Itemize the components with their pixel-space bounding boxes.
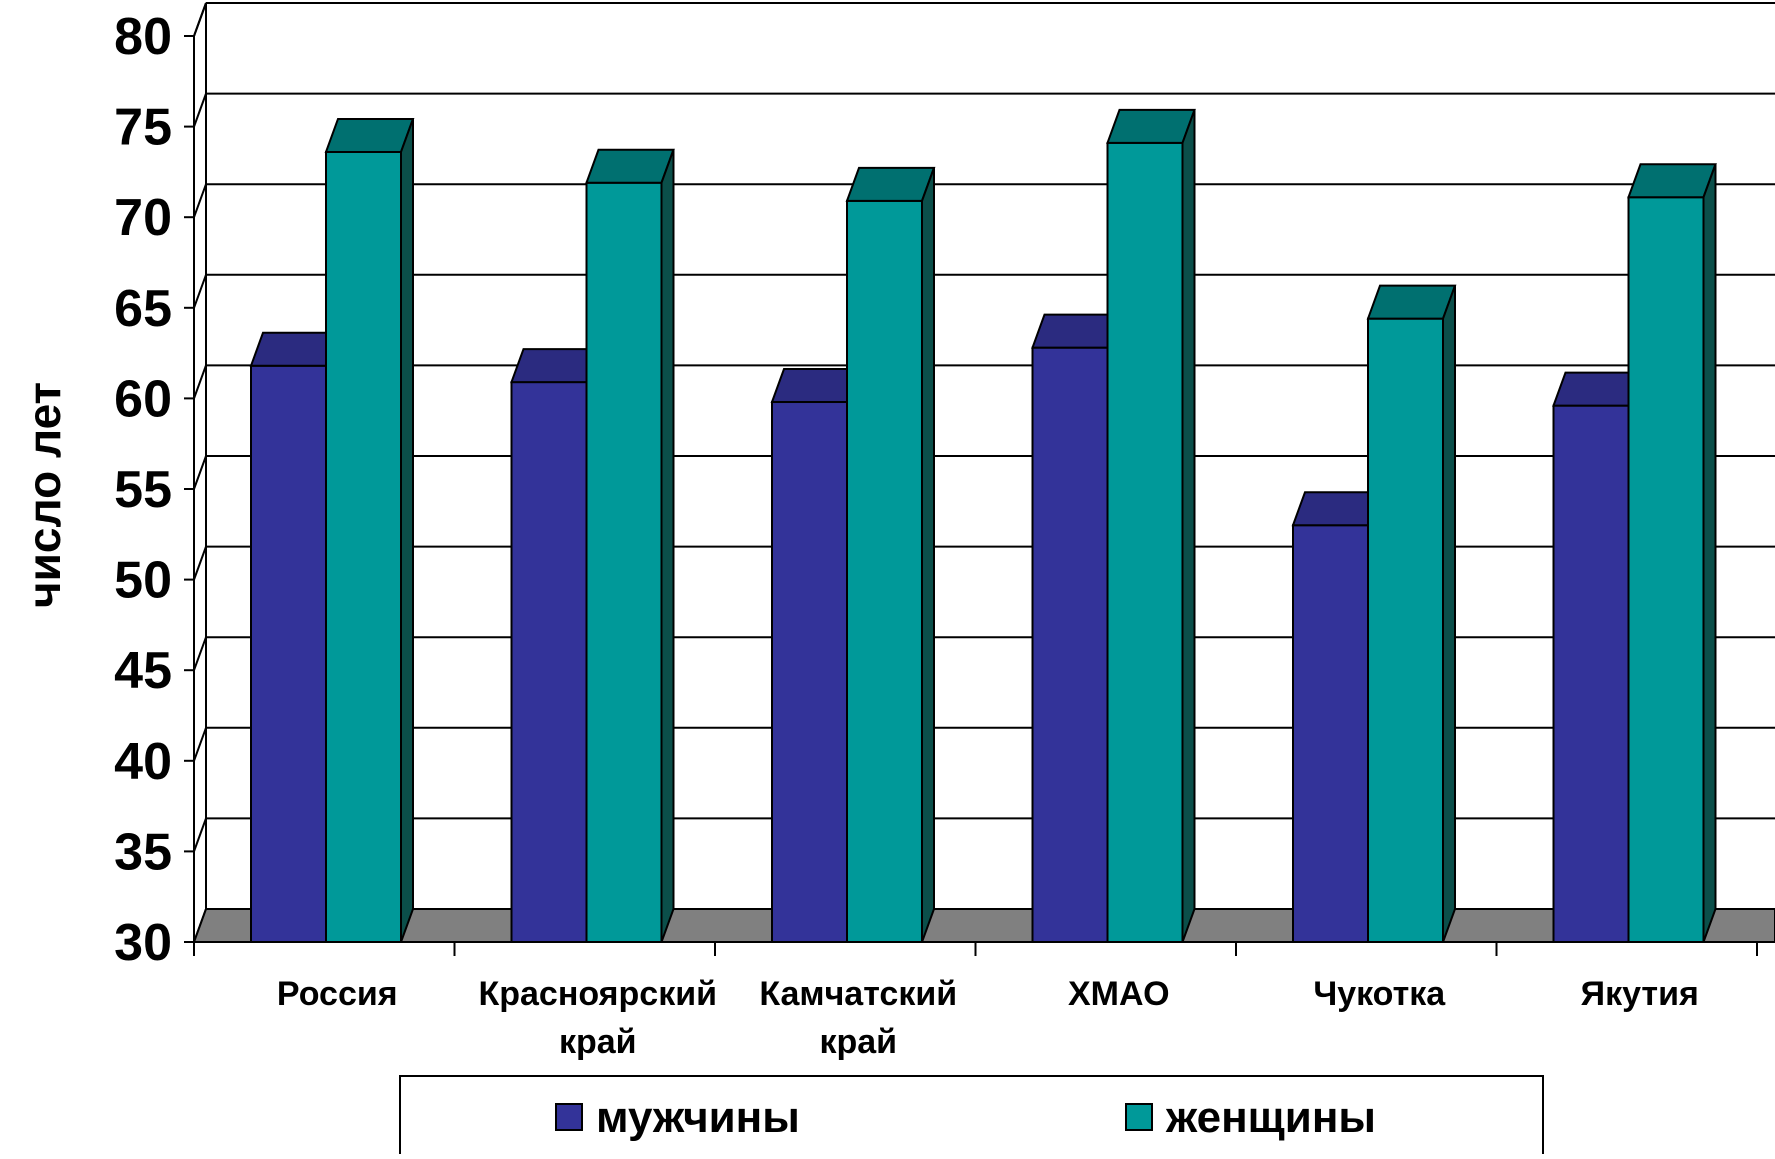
y-tick-label: 40 xyxy=(114,733,172,791)
bar-front xyxy=(585,181,663,944)
gridline-side xyxy=(193,455,207,490)
bar xyxy=(1291,491,1382,943)
gridline-side xyxy=(193,2,207,37)
gridline-side xyxy=(193,365,207,399)
bar-front xyxy=(250,364,327,943)
bar-top xyxy=(510,348,600,384)
bar xyxy=(1106,108,1196,943)
bar-top xyxy=(585,148,675,184)
bar xyxy=(1031,313,1121,943)
bar-top xyxy=(249,331,340,367)
bar xyxy=(1366,284,1457,943)
bar-top xyxy=(1366,284,1457,320)
gridline-side xyxy=(193,274,207,309)
bars xyxy=(249,108,1717,944)
legend-box xyxy=(399,1075,1544,1159)
x-tick-label: Красноярский xyxy=(478,975,717,1013)
bar-front xyxy=(1367,317,1444,943)
bar-top xyxy=(1291,491,1382,527)
legend: мужчины женщины xyxy=(399,1075,1544,1159)
bar-top xyxy=(324,117,415,153)
gridline-side xyxy=(193,636,207,671)
bar xyxy=(585,148,675,944)
y-axis-label: число лет xyxy=(18,382,70,608)
bar-front xyxy=(771,401,848,943)
legend-swatch xyxy=(1125,1103,1153,1131)
legend-swatch xyxy=(555,1103,583,1131)
chart-walls xyxy=(193,2,1775,943)
bar-front xyxy=(1031,346,1109,943)
x-tick-label: Якутия xyxy=(1581,975,1699,1013)
gridline-side xyxy=(193,546,207,580)
y-tick-label: 35 xyxy=(114,823,172,881)
legend-label: мужчины xyxy=(596,1093,800,1142)
bar-front xyxy=(846,199,923,943)
y-tick-label: 55 xyxy=(114,461,172,519)
gridlines xyxy=(193,2,1775,852)
y-tick-label: 50 xyxy=(114,552,172,610)
x-axis: Россия Красноярский край Камчатский край ХМАО… xyxy=(193,941,1775,1061)
x-tick-label: край xyxy=(559,1023,637,1061)
y-tick-label: 80 xyxy=(114,8,172,66)
legend-label: женщины xyxy=(1165,1093,1376,1142)
bar-side xyxy=(1181,109,1196,943)
y-tick-label: 65 xyxy=(114,280,172,338)
bar-top xyxy=(770,368,861,404)
y-tick-label: 45 xyxy=(114,642,172,700)
bar-side xyxy=(1442,285,1456,943)
bar xyxy=(324,117,415,943)
bar-front xyxy=(1106,141,1184,943)
x-tick-label: Камчатский xyxy=(759,975,957,1013)
bar-front xyxy=(1627,196,1705,943)
bar-top xyxy=(1552,371,1642,407)
bar xyxy=(770,368,861,943)
bar-side xyxy=(1702,163,1717,943)
chart-floor xyxy=(192,908,1775,943)
bar-top xyxy=(1031,313,1121,349)
y-tick-label: 75 xyxy=(114,99,172,157)
x-tick-label: Россия xyxy=(277,975,398,1013)
x-tick-label: Чукотка xyxy=(1313,975,1446,1013)
floor-plane xyxy=(192,908,1775,943)
bar xyxy=(845,166,936,943)
y-tick-label: 70 xyxy=(114,189,172,247)
bar xyxy=(510,348,600,944)
bar-top xyxy=(1106,108,1196,144)
bar-front xyxy=(325,150,402,943)
bar-front xyxy=(1292,524,1369,943)
gridline-side xyxy=(193,727,207,762)
bar-top xyxy=(845,166,936,202)
x-tick-label: ХМАО xyxy=(1068,975,1170,1013)
x-tick-label: край xyxy=(819,1023,897,1061)
bar xyxy=(1627,163,1717,943)
gridline-side xyxy=(193,183,207,218)
y-axis: 30 35 40 45 50 55 60 65 70 75 80 xyxy=(114,8,195,972)
bar-front xyxy=(510,381,588,944)
bar-side xyxy=(400,118,414,943)
gridline-side xyxy=(193,818,207,852)
bar-side xyxy=(660,149,675,943)
bar xyxy=(249,331,340,943)
bar-front xyxy=(1552,404,1630,943)
bar-side xyxy=(921,167,935,943)
bar xyxy=(1552,371,1642,943)
gridline-side xyxy=(193,93,207,127)
y-tick-label: 30 xyxy=(114,914,172,972)
y-tick-label: 60 xyxy=(114,370,172,428)
bar-top xyxy=(1627,163,1717,199)
